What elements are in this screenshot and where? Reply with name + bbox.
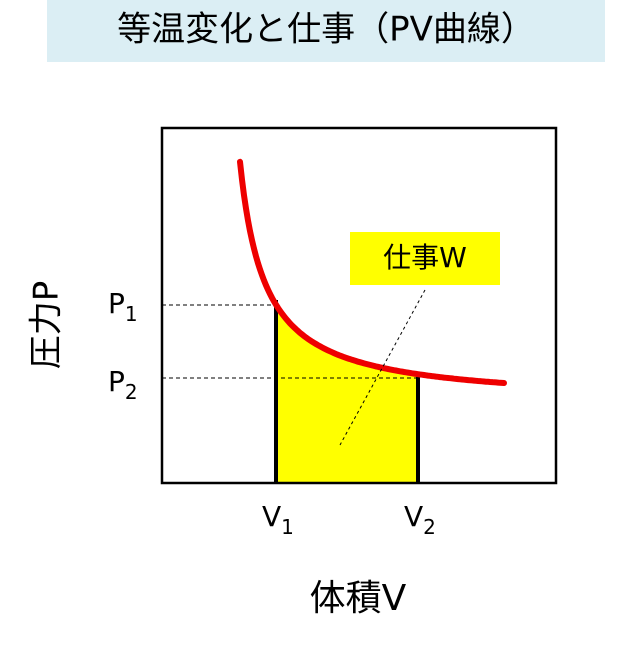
v2-label: V2 (404, 500, 436, 539)
title: 等温変化と仕事（PV曲線） (117, 10, 535, 50)
annotation: 仕事W (383, 241, 467, 274)
x-axis-label: 体積V (310, 578, 407, 619)
work-area (276, 304, 418, 483)
p2-label: P2 (108, 365, 138, 404)
isotherm-curve (237, 158, 507, 386)
y-axis-label: 圧力P (27, 281, 67, 370)
p1-label: P1 (108, 287, 138, 326)
title-box (47, 0, 605, 62)
annotation-box (350, 232, 500, 285)
v1-label: V1 (262, 500, 294, 539)
